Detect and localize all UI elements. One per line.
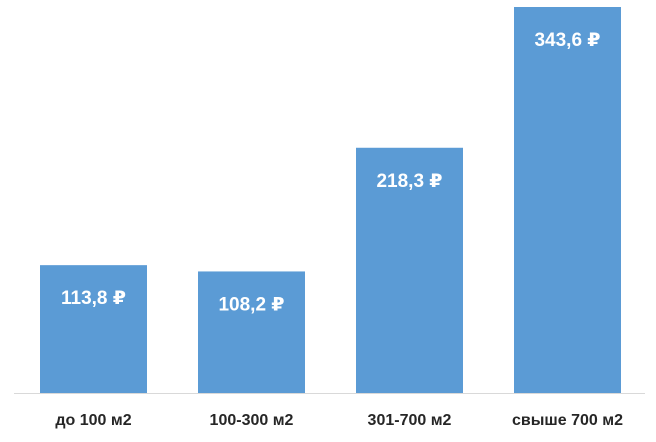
x-tick-label: 301-700 м2 (368, 412, 452, 429)
x-tick-label: 100-300 м2 (210, 412, 294, 429)
value-label: 218,3 ₽ (376, 171, 442, 192)
bar (40, 265, 147, 393)
bar (198, 271, 305, 393)
bar (514, 7, 621, 393)
x-tick-label: до 100 м2 (55, 412, 131, 429)
value-label: 108,2 ₽ (218, 294, 284, 315)
bar (356, 147, 463, 393)
value-label: 113,8 ₽ (61, 288, 126, 309)
x-tick-label: свыше 700 м2 (512, 412, 623, 429)
value-label: 343,6 ₽ (534, 30, 600, 51)
